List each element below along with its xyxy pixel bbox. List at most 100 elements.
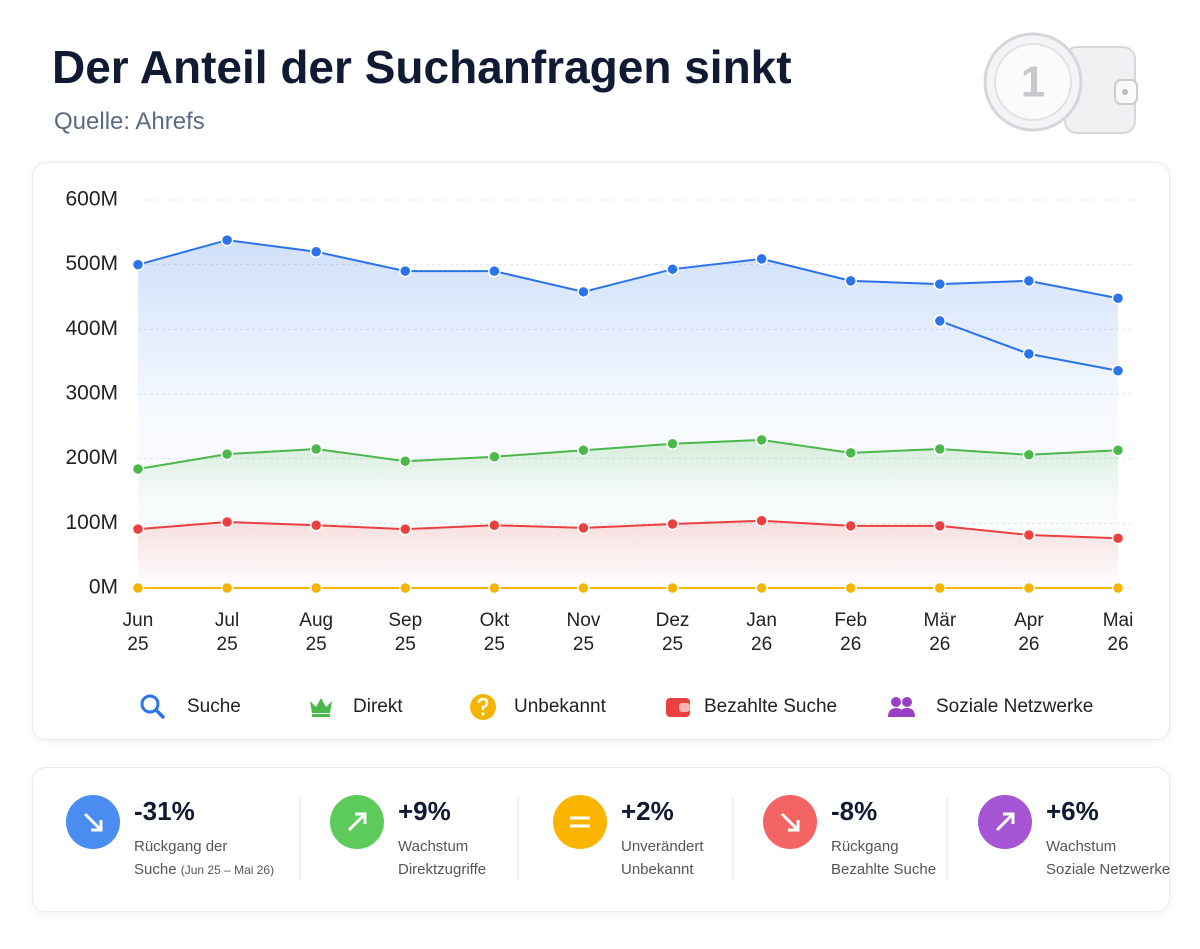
data-point xyxy=(220,447,234,461)
stat-icon xyxy=(330,795,384,849)
legend-icon xyxy=(666,698,690,717)
data-point xyxy=(488,450,501,463)
y-tick-label: 300M xyxy=(65,382,118,405)
legend-icon xyxy=(888,697,915,717)
data-point xyxy=(844,581,857,595)
data-point xyxy=(309,245,323,258)
y-tick-label: 200M xyxy=(65,446,118,469)
stat-icon xyxy=(66,795,120,849)
data-point xyxy=(131,462,145,476)
series-line xyxy=(137,438,1119,470)
stat-line: Unbekannt xyxy=(621,858,704,881)
data-point xyxy=(1022,274,1036,288)
stat-value: +6% xyxy=(1046,796,1099,826)
data-point xyxy=(933,314,947,328)
x-tick-label: Jan 26 xyxy=(746,610,777,655)
data-point xyxy=(577,285,590,299)
y-tick-label: 400M xyxy=(65,317,118,340)
stat-label: Wachstum Soziale Netzwerke xyxy=(1046,835,1170,881)
x-tick-label: Sep 25 xyxy=(388,610,423,655)
x-tick-label: Mär 26 xyxy=(923,610,957,655)
wallet-icon: 1 xyxy=(983,32,1138,134)
stat-line: Bezahlte Suche xyxy=(831,858,936,881)
legend-label: Bezahlte Suche xyxy=(704,696,838,717)
data-point xyxy=(488,581,501,595)
data-point xyxy=(933,277,947,291)
data-point xyxy=(577,581,590,595)
data-point xyxy=(399,522,412,536)
title: Der Anteil der Suchanfragen sinkt xyxy=(52,41,792,93)
data-point xyxy=(666,581,679,595)
data-point xyxy=(1111,581,1125,595)
data-point xyxy=(309,442,323,456)
stat-note: (Jun 25 – Mai 26) xyxy=(180,863,275,877)
data-point xyxy=(220,233,234,247)
stat-value: +2% xyxy=(621,796,674,826)
data-point xyxy=(755,581,768,595)
x-tick-label: Feb 26 xyxy=(834,610,868,655)
y-tick-label: 100M xyxy=(65,511,118,534)
subtitle: Quelle: Ahrefs xyxy=(54,108,205,135)
data-point xyxy=(131,581,145,595)
stat-label: Rückgang der Suche (Jun 25 – Mai 26) xyxy=(134,835,274,882)
legend-icon xyxy=(470,694,496,720)
data-point xyxy=(1022,347,1036,361)
data-point xyxy=(844,446,857,460)
data-point xyxy=(666,437,679,451)
series-line xyxy=(137,519,1119,540)
data-point xyxy=(666,262,679,276)
legend-icon xyxy=(310,698,332,717)
data-point xyxy=(755,514,768,527)
stat-icon xyxy=(763,795,817,849)
data-point xyxy=(309,581,323,595)
x-tick-label: Mai 26 xyxy=(1102,610,1134,655)
data-point xyxy=(577,444,590,457)
data-point xyxy=(399,581,412,595)
data-point xyxy=(1111,292,1125,305)
svg-text:1: 1 xyxy=(1021,58,1045,107)
series-line xyxy=(137,239,1119,300)
data-point xyxy=(399,264,412,278)
stat-line: Wachstum xyxy=(1046,838,1117,855)
data-point xyxy=(1111,444,1125,457)
data-point xyxy=(755,433,768,447)
stat-icon xyxy=(553,795,607,849)
data-point xyxy=(844,274,857,288)
y-tick-label: 600M xyxy=(65,188,118,211)
stat-value: -8% xyxy=(831,796,878,826)
stat-line: Suche xyxy=(134,861,177,878)
x-tick-label: Dez 25 xyxy=(655,610,690,655)
stat-line: Unbekannt xyxy=(621,861,694,878)
data-point xyxy=(488,519,501,532)
legend-label: Soziale Netzwerke xyxy=(936,696,1094,717)
data-point xyxy=(1022,528,1036,542)
stat-line: Direktzugriffe xyxy=(398,861,487,878)
legend-label: Direkt xyxy=(353,696,403,717)
stat-line: Rückgang xyxy=(831,838,899,855)
data-point xyxy=(131,258,145,271)
data-point xyxy=(755,252,768,266)
data-point xyxy=(399,455,412,468)
x-tick-label: Okt 25 xyxy=(479,610,510,655)
stat-label: Rückgang Bezahlte Suche xyxy=(831,835,936,881)
x-tick-label: Jul 25 xyxy=(214,610,240,655)
data-point xyxy=(220,515,234,529)
data-point xyxy=(488,264,501,278)
legend-icon xyxy=(140,694,165,719)
stat-line: Bezahlte Suche xyxy=(831,861,937,878)
x-tick-label: Nov 25 xyxy=(566,610,601,655)
stat-line: Soziale Netzwerke xyxy=(1046,861,1171,878)
data-point xyxy=(1022,581,1036,595)
data-point xyxy=(933,442,947,456)
data-point xyxy=(131,522,145,536)
area-fill xyxy=(138,520,1118,588)
data-point xyxy=(577,521,590,535)
x-tick-label: Apr 26 xyxy=(1014,610,1044,655)
stat-line: Direktzugriffe xyxy=(398,858,486,881)
stat-line: Rückgang der xyxy=(134,838,228,855)
data-point xyxy=(933,581,947,595)
legend-label: Unbekannt xyxy=(514,696,606,717)
stat-icon xyxy=(978,795,1032,849)
stats-card xyxy=(32,767,1170,912)
